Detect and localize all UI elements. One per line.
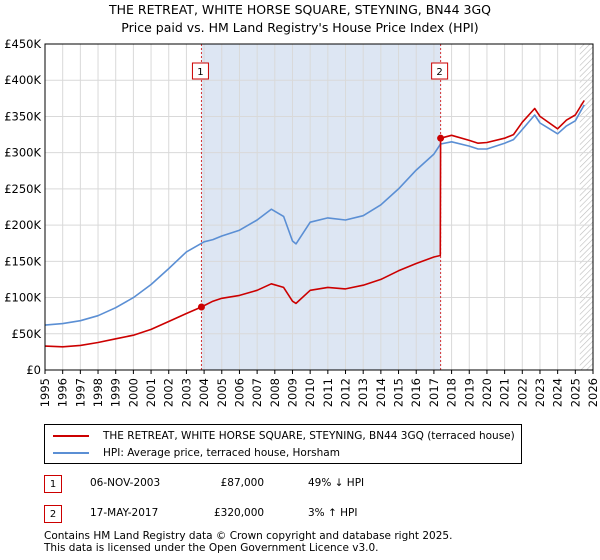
x-tick-label: 2020 xyxy=(480,378,494,407)
series-line-hpi xyxy=(44,104,585,326)
y-tick-label: £300K xyxy=(4,146,41,160)
transaction-price: £320,000 xyxy=(214,507,265,519)
legend-item-hpi: HPI: Average price, terraced house, Hors… xyxy=(53,445,340,461)
x-tick-label: 2011 xyxy=(321,378,335,407)
x-tick-label: 2025 xyxy=(568,378,582,407)
hatched-forecast-region xyxy=(579,44,593,370)
sale-label-box xyxy=(191,62,209,80)
x-tick-label: 1998 xyxy=(91,378,105,407)
legend-swatch-property xyxy=(53,435,89,437)
x-tick-label: 2001 xyxy=(144,378,158,407)
y-tick-label: £400K xyxy=(4,73,41,87)
footer-line: This data is licensed under the Open Gov… xyxy=(44,541,379,554)
sale-point xyxy=(197,303,205,311)
y-tick-label: £450K xyxy=(4,37,41,51)
x-tick-label: 2008 xyxy=(268,378,282,407)
transaction-date: 17-MAY-2017 xyxy=(90,507,159,519)
chart-subtitle: Price paid vs. HM Land Registry's House … xyxy=(121,20,479,35)
sale-label-number: 1 xyxy=(197,67,203,78)
x-tick-label: 2026 xyxy=(586,378,600,407)
y-tick-label: £50K xyxy=(12,327,42,341)
transaction-date: 06-NOV-2003 xyxy=(90,477,161,489)
x-tick-label: 1995 xyxy=(38,378,52,407)
sale-point xyxy=(437,134,445,142)
transaction-badge: 2 xyxy=(44,505,62,523)
legend: THE RETREAT, WHITE HORSE SQUARE, STEYNIN… xyxy=(44,424,522,464)
x-tick-label: 1997 xyxy=(73,378,87,407)
legend-item-property: THE RETREAT, WHITE HORSE SQUARE, STEYNIN… xyxy=(53,428,515,444)
plot-frame xyxy=(44,43,594,371)
transaction-price: £87,000 xyxy=(220,477,264,489)
y-tick-label: £250K xyxy=(4,182,41,196)
x-tick-label: 2000 xyxy=(126,378,140,407)
y-tick-label: £0 xyxy=(26,363,41,377)
series-line-property xyxy=(44,100,585,348)
sale-label-number: 2 xyxy=(436,67,442,78)
x-tick-label: 2024 xyxy=(551,378,565,407)
x-tick-label: 2009 xyxy=(285,378,299,407)
x-tick-label: 1996 xyxy=(56,378,70,407)
x-tick-label: 2006 xyxy=(232,378,246,407)
x-tick-label: 2022 xyxy=(515,378,529,407)
x-tick-label: 1999 xyxy=(109,378,123,407)
legend-label-hpi: HPI: Average price, terraced house, Hors… xyxy=(103,447,340,459)
y-tick-label: £100K xyxy=(4,291,41,305)
x-tick-label: 2007 xyxy=(250,378,264,407)
transaction-hpi-diff: 3% ↑ HPI xyxy=(308,507,358,519)
x-tick-label: 2021 xyxy=(498,378,512,407)
footer-line: Contains HM Land Registry data © Crown c… xyxy=(44,530,453,542)
sale-label-box xyxy=(431,62,449,80)
price-chart: £0 £50K £100K £150K £200K £250K £300K £350K £400… xyxy=(4,37,600,407)
x-tick-label: 2004 xyxy=(197,378,211,407)
y-tick-label: £200K xyxy=(4,218,41,232)
x-tick-label: 2016 xyxy=(409,378,423,407)
x-tick-label: 2014 xyxy=(374,378,388,407)
y-tick-label: £150K xyxy=(4,254,41,268)
x-tick-label: 2023 xyxy=(533,378,547,407)
x-tick-label: 2018 xyxy=(445,378,459,407)
x-tick-label: 2005 xyxy=(215,378,229,407)
y-tick-label: £350K xyxy=(4,109,41,123)
footer-attribution: Contains HM Land Registry data © Crown c… xyxy=(44,530,453,554)
legend-label-property: THE RETREAT, WHITE HORSE SQUARE, STEYNIN… xyxy=(103,430,515,442)
chart-title-address: THE RETREAT, WHITE HORSE SQUARE, STEYNIN… xyxy=(109,2,491,17)
legend-swatch-hpi xyxy=(53,452,89,454)
x-tick-label: 2003 xyxy=(179,378,193,407)
x-tick-label: 2010 xyxy=(303,378,317,407)
x-tick-label: 2015 xyxy=(392,378,406,407)
x-tick-label: 2017 xyxy=(427,378,441,407)
x-tick-label: 2013 xyxy=(356,378,370,407)
shaded-ownership-band xyxy=(201,44,441,370)
x-tick-label: 2012 xyxy=(339,378,353,407)
x-tick-label: 2002 xyxy=(162,378,176,407)
transaction-badge: 1 xyxy=(44,475,62,493)
transaction-hpi-diff: 49% ↓ HPI xyxy=(308,477,365,489)
x-tick-label: 2019 xyxy=(462,378,476,407)
